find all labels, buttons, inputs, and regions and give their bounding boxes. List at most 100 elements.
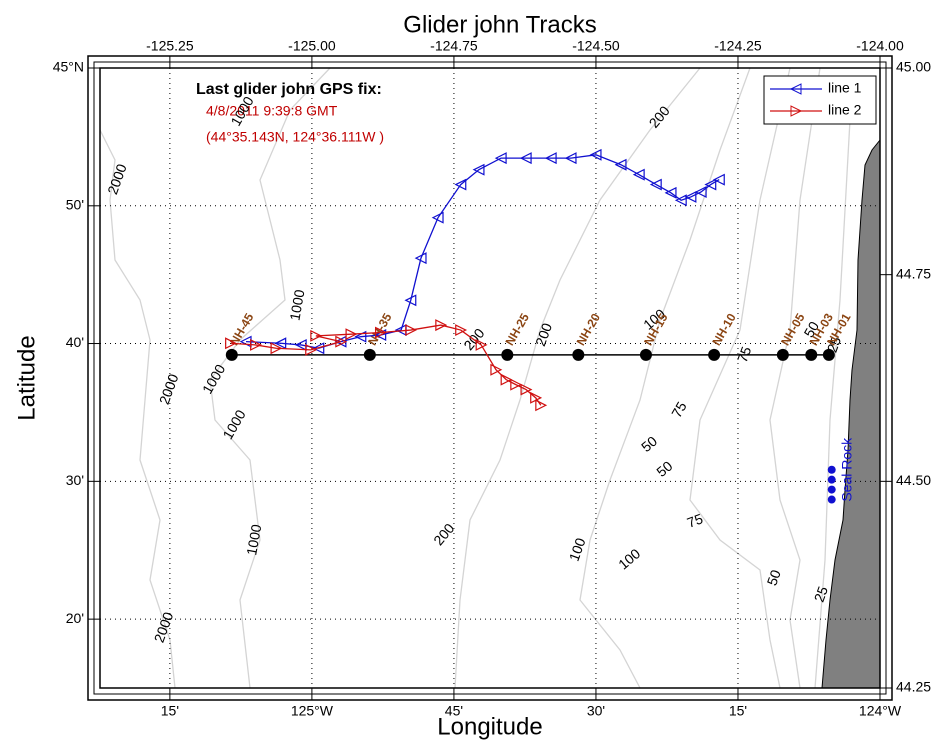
track-marker xyxy=(454,178,467,191)
track-marker xyxy=(405,324,418,337)
seal-rock-point xyxy=(827,475,836,484)
y-axis-label: Latitude xyxy=(13,335,40,420)
track-marker xyxy=(614,158,627,171)
track-marker xyxy=(225,337,238,350)
x2-tick-label: -124.75 xyxy=(430,38,478,54)
track-marker xyxy=(305,343,318,356)
station xyxy=(639,348,652,361)
legend-marker xyxy=(789,83,802,95)
x-tick-label: 125°W xyxy=(291,703,334,719)
track-marker xyxy=(431,211,444,224)
y-tick-label: 50' xyxy=(66,197,84,213)
x2-tick-label: -125.25 xyxy=(146,38,194,54)
x-tick-label: 15' xyxy=(161,703,179,719)
track-marker xyxy=(414,252,427,265)
track-marker xyxy=(490,363,503,376)
track-marker xyxy=(250,338,263,351)
track-line xyxy=(230,324,542,406)
legend-label: line 1 xyxy=(828,80,862,96)
track-marker xyxy=(664,186,677,199)
y-tick-label: 45°N xyxy=(53,59,84,75)
x2-tick-label: -124.00 xyxy=(856,38,904,54)
track-marker xyxy=(520,383,533,396)
contours xyxy=(99,67,851,689)
track-marker xyxy=(589,148,602,161)
track-marker xyxy=(455,324,468,337)
contour-label: 1000 xyxy=(286,288,307,322)
x-axis-label: Longitude xyxy=(437,713,542,740)
chart-title: Glider john Tracks xyxy=(403,11,596,38)
legend-box xyxy=(763,75,877,125)
track-marker xyxy=(674,194,687,207)
y2-tick-label: 45.00 xyxy=(896,59,931,75)
x-tick-label: 124°W xyxy=(859,703,902,719)
y2-tick-label: 44.50 xyxy=(896,472,931,488)
track-marker xyxy=(510,378,523,391)
track-marker xyxy=(345,328,358,341)
seal-rock-point xyxy=(827,465,836,474)
station xyxy=(822,348,835,361)
track-marker xyxy=(544,152,557,165)
track-marker xyxy=(684,190,697,203)
contour-label: 75 xyxy=(668,399,690,421)
x2-tick-label: -124.50 xyxy=(572,38,620,54)
track-marker xyxy=(500,373,513,386)
contour-label: 75 xyxy=(685,510,705,530)
contour-label: 100 xyxy=(566,536,589,564)
track-marker xyxy=(494,152,507,165)
contour-label: 50 xyxy=(800,318,822,340)
track-marker xyxy=(270,342,283,355)
track-marker xyxy=(310,329,323,342)
y-tick-label: 20' xyxy=(66,610,84,626)
track-marker xyxy=(535,399,548,412)
frame-middle xyxy=(93,61,887,695)
track-marker xyxy=(375,326,387,339)
seal-rock-label: Seal Rock xyxy=(838,437,854,502)
contour-label: 50 xyxy=(764,567,784,587)
station xyxy=(805,348,818,361)
track-marker xyxy=(404,294,417,307)
contour-label: 200 xyxy=(532,321,555,349)
track-marker xyxy=(274,337,287,350)
track-marker xyxy=(632,168,645,181)
track-marker xyxy=(694,186,707,198)
legend-label: line 2 xyxy=(828,102,862,118)
track-marker xyxy=(712,173,725,186)
track-marker xyxy=(472,163,485,176)
track-marker xyxy=(335,335,348,348)
y-tick-label: 30' xyxy=(66,472,84,488)
contour-label: 1000 xyxy=(243,523,264,557)
station xyxy=(363,348,376,361)
x-tick-label: 15' xyxy=(729,703,747,719)
gps-fix-title: Last glider john GPS fix: xyxy=(196,81,382,98)
gps-fix-position: (44°35.143N, 124°36.111W ) xyxy=(206,129,384,145)
contour-label: 25 xyxy=(811,584,831,604)
track-line xyxy=(245,154,720,349)
station xyxy=(225,348,238,361)
seal-rock-point xyxy=(827,485,836,494)
plot-border xyxy=(99,67,881,689)
y-tick-label: 40' xyxy=(66,334,84,350)
y2-tick-label: 44.75 xyxy=(896,265,931,281)
y2-tick-label: 44.25 xyxy=(896,679,931,695)
track-marker xyxy=(564,152,577,165)
x2-tick-label: -125.00 xyxy=(288,38,336,54)
x-tick-label: 30' xyxy=(587,703,605,719)
legend-marker xyxy=(790,105,803,117)
x2-tick-label: -124.25 xyxy=(714,38,762,54)
track-marker xyxy=(704,178,717,191)
gps-fix-time: 4/8/2011 9:39:8 GMT xyxy=(206,103,338,119)
x-tick-label: 45' xyxy=(445,703,463,719)
track-marker xyxy=(435,319,448,332)
track-marker xyxy=(475,338,488,351)
track-marker xyxy=(519,152,532,165)
station xyxy=(501,348,514,361)
station xyxy=(572,348,585,361)
land xyxy=(821,138,881,689)
seal-rock-point xyxy=(827,495,836,504)
station xyxy=(708,348,721,361)
track-marker xyxy=(312,342,325,355)
station xyxy=(776,348,789,361)
track-marker xyxy=(649,178,662,191)
